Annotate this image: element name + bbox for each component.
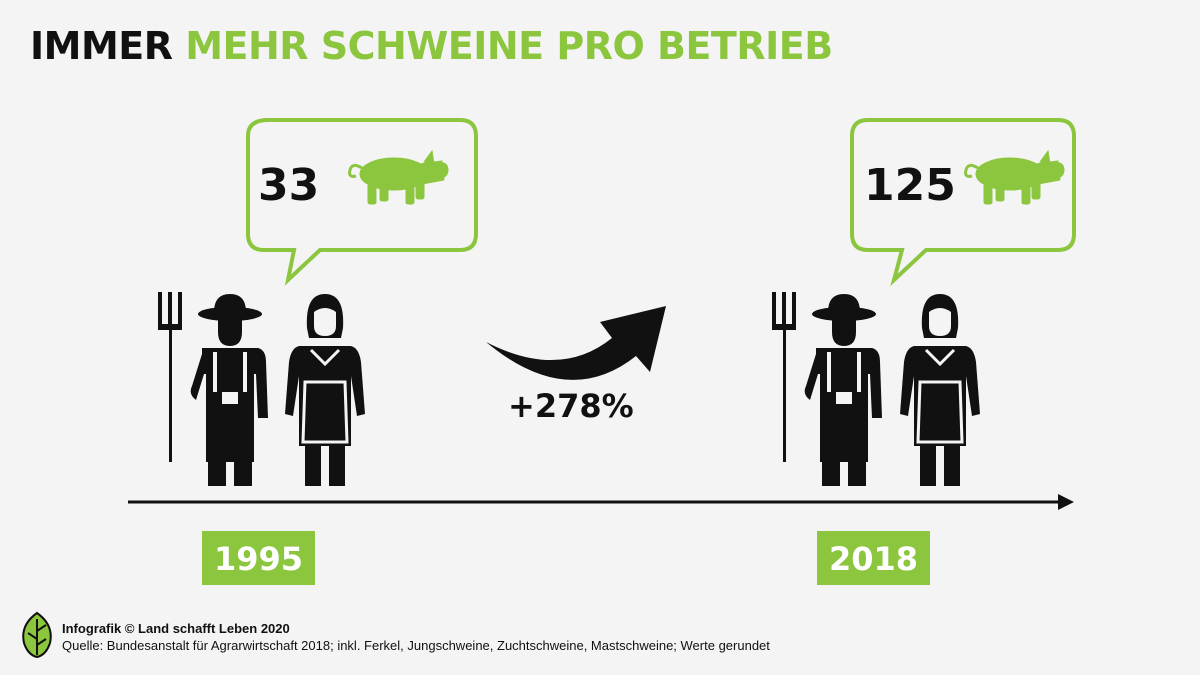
farmer-man-icon [772, 292, 882, 486]
title-part-dark: IMMER [30, 24, 173, 68]
change-label: +278% [508, 387, 634, 425]
footer-source: Quelle: Bundesanstalt für Agrarwirtschaf… [62, 638, 770, 653]
footer-credit: Infografik © Land schafft Leben 2020 [62, 621, 290, 636]
value-label-1995: 33 [258, 160, 319, 211]
value-label-2018: 125 [864, 160, 956, 211]
group-2018: 125 [772, 118, 1076, 488]
growth-arrow-icon [486, 306, 666, 380]
pig-icon [964, 149, 1066, 206]
pig-icon [348, 149, 450, 206]
year-label-2018: 2018 [817, 531, 930, 585]
group-1995: 33 [158, 118, 478, 488]
farmer-woman-icon [283, 292, 367, 488]
year-label-1995: 1995 [202, 531, 315, 585]
footer: Infografik © Land schafft Leben 2020 Que… [62, 620, 770, 654]
category-label: 1995 [214, 540, 303, 578]
farmer-woman-icon [898, 292, 982, 488]
chart-title: IMMER MEHR SCHWEINE PRO BETRIEB [30, 24, 833, 68]
title-part-green: MEHR SCHWEINE PRO BETRIEB [185, 24, 833, 68]
speech-bubble-1995 [246, 118, 478, 286]
timeline-axis [128, 494, 1074, 510]
category-label: 2018 [829, 540, 918, 578]
speech-bubble-2018 [850, 118, 1076, 287]
farmer-man-icon [158, 292, 268, 486]
leaf-logo-icon [22, 611, 52, 659]
